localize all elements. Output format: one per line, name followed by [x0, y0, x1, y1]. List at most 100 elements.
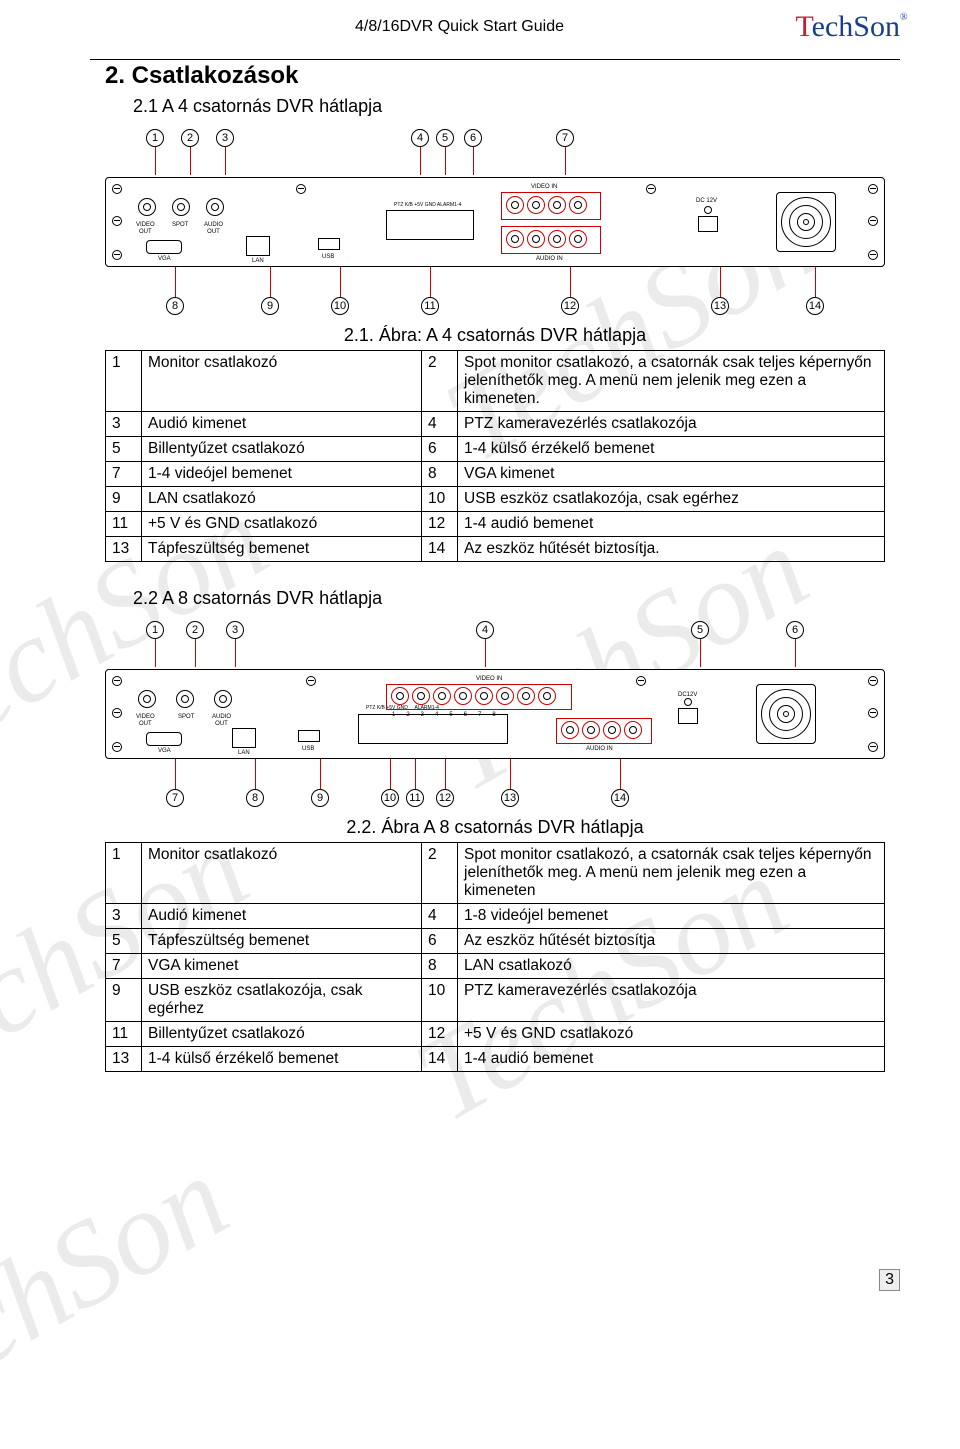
row-num2: 14: [422, 537, 458, 562]
table-row: 9USB eszköz csatlakozója, csak egérhez10…: [106, 979, 885, 1022]
row-num2: 10: [422, 979, 458, 1022]
table-row: 3Audió kimenet41-8 videójel bemenet: [106, 904, 885, 929]
doc-title: 4/8/16DVR Quick Start Guide: [355, 18, 564, 36]
row-num2: 4: [422, 412, 458, 437]
row-label1: +5 V és GND csatlakozó: [142, 512, 422, 537]
row-num2: 8: [422, 954, 458, 979]
callout-12: 12: [435, 759, 455, 807]
callout-4: 4: [410, 129, 430, 175]
row-label1: Monitor csatlakozó: [142, 843, 422, 904]
row-num1: 3: [106, 412, 142, 437]
callout-num: 12: [436, 789, 454, 807]
row-label2: +5 V és GND csatlakozó: [458, 1022, 885, 1047]
row-label2: 1-8 videójel bemenet: [458, 904, 885, 929]
row-label2: 1-4 audió bemenet: [458, 1047, 885, 1072]
row-num2: 10: [422, 487, 458, 512]
row-num2: 6: [422, 437, 458, 462]
row-num1: 5: [106, 929, 142, 954]
callout-num: 11: [421, 297, 439, 315]
row-num1: 11: [106, 1022, 142, 1047]
callout-5: 5: [690, 621, 710, 667]
callout-num: 10: [331, 297, 349, 315]
callout-2: 2: [185, 621, 205, 667]
caption-1: 2.1. Ábra: A 4 csatornás DVR hátlapja: [105, 325, 885, 346]
callout-3: 3: [215, 129, 235, 175]
page-number: 3: [879, 1269, 900, 1291]
row-num1: 3: [106, 904, 142, 929]
row-num2: 12: [422, 1022, 458, 1047]
callout-3: 3: [225, 621, 245, 667]
watermark: TechSon: [0, 1129, 250, 1449]
callout-13: 13: [710, 267, 730, 315]
row-num2: 6: [422, 929, 458, 954]
row-num1: 1: [106, 351, 142, 412]
row-label2: USB eszköz csatlakozója, csak egérhez: [458, 487, 885, 512]
row-label1: Billentyűzet csatlakozó: [142, 1022, 422, 1047]
row-label1: USB eszköz csatlakozója, csak egérhez: [142, 979, 422, 1022]
callout-4: 4: [475, 621, 495, 667]
label-video-out: VIDEOOUT: [136, 222, 155, 235]
row-label1: 1-4 videójel bemenet: [142, 462, 422, 487]
callout-num: 1: [146, 621, 164, 639]
callout-num: 8: [166, 297, 184, 315]
row-label2: Az eszköz hűtését biztosítja.: [458, 537, 885, 562]
table-row: 5Billentyűzet csatlakozó61-4 külső érzék…: [106, 437, 885, 462]
row-label1: Audió kimenet: [142, 904, 422, 929]
callout-8: 8: [165, 267, 185, 315]
callout-num: 7: [166, 789, 184, 807]
callout-7: 7: [165, 759, 185, 807]
row-num2: 2: [422, 843, 458, 904]
row-label1: Audió kimenet: [142, 412, 422, 437]
callout-7: 7: [555, 129, 575, 175]
callout-14: 14: [805, 267, 825, 315]
row-num2: 12: [422, 512, 458, 537]
callout-num: 3: [216, 129, 234, 147]
callout-num: 1: [146, 129, 164, 147]
row-label2: Az eszköz hűtését biztosítja: [458, 929, 885, 954]
subsection-2-title: 2.2 A 8 csatornás DVR hátlapja: [133, 588, 885, 609]
table-4ch: 1Monitor csatlakozó2Spot monitor csatlak…: [105, 350, 885, 562]
row-label2: 1-4 külső érzékelő bemenet: [458, 437, 885, 462]
row-label1: Billentyűzet csatlakozó: [142, 437, 422, 462]
caption-2: 2.2. Ábra A 8 csatornás DVR hátlapja: [105, 817, 885, 838]
callout-num: 14: [806, 297, 824, 315]
row-label2: PTZ kameravezérlés csatlakozója: [458, 412, 885, 437]
callout-12: 12: [560, 267, 580, 315]
label-audio-out: AUDIOOUT: [204, 222, 223, 235]
table-row: 11Billentyűzet csatlakozó12+5 V és GND c…: [106, 1022, 885, 1047]
callout-11: 11: [405, 759, 425, 807]
dvr-panel-4ch: VIDEOOUT SPOT AUDIOOUT VGA LAN USB PTZ K…: [105, 177, 885, 267]
table-8ch: 1Monitor csatlakozó2Spot monitor csatlak…: [105, 842, 885, 1072]
row-label2: VGA kimenet: [458, 462, 885, 487]
row-num2: 2: [422, 351, 458, 412]
callout-num: 13: [501, 789, 519, 807]
row-label1: LAN csatlakozó: [142, 487, 422, 512]
callout-1: 1: [145, 621, 165, 667]
callout-6: 6: [463, 129, 483, 175]
callout-num: 13: [711, 297, 729, 315]
row-label2: 1-4 audió bemenet: [458, 512, 885, 537]
table-row: 13Tápfeszültség bemenet14Az eszköz hűtés…: [106, 537, 885, 562]
diagram-8ch: 123456 VIDEOOUT SPOT AUDIOOUT VGA LAN US…: [105, 619, 885, 809]
callout-num: 10: [381, 789, 399, 807]
row-label1: Tápfeszültség bemenet: [142, 537, 422, 562]
row-num1: 11: [106, 512, 142, 537]
row-num1: 7: [106, 462, 142, 487]
row-label2: LAN csatlakozó: [458, 954, 885, 979]
row-label2: Spot monitor csatlakozó, a csatornák csa…: [458, 843, 885, 904]
brand-logo: TechSon®: [795, 10, 900, 44]
callout-num: 3: [226, 621, 244, 639]
table-row: 1Monitor csatlakozó2Spot monitor csatlak…: [106, 843, 885, 904]
row-num2: 14: [422, 1047, 458, 1072]
callout-num: 2: [181, 129, 199, 147]
table-row: 9LAN csatlakozó10USB eszköz csatlakozója…: [106, 487, 885, 512]
callout-num: 7: [556, 129, 574, 147]
label-spot: SPOT: [172, 222, 188, 229]
subsection-1-title: 2.1 A 4 csatornás DVR hátlapja: [133, 96, 885, 117]
callout-6: 6: [785, 621, 805, 667]
row-num2: 4: [422, 904, 458, 929]
row-num1: 9: [106, 979, 142, 1022]
callout-num: 4: [411, 129, 429, 147]
row-num1: 9: [106, 487, 142, 512]
table-row: 7VGA kimenet8LAN csatlakozó: [106, 954, 885, 979]
